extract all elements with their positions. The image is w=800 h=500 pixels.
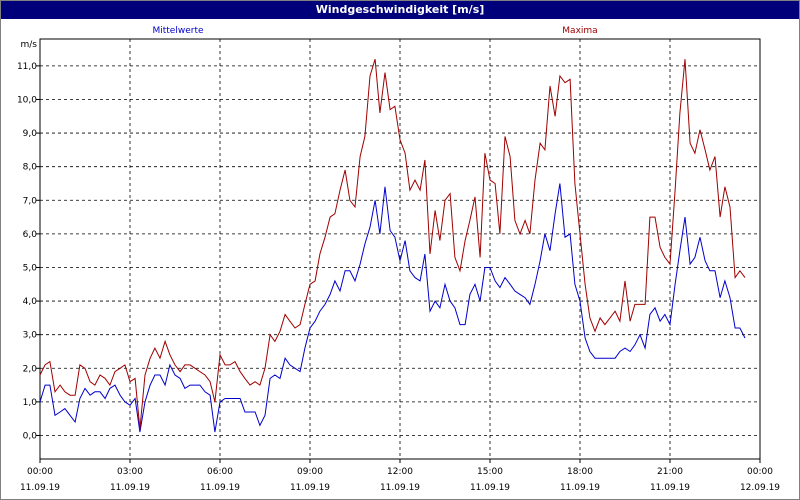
- x-tick-time: 18:00: [567, 467, 593, 477]
- y-tick-label: 6,0: [23, 230, 38, 240]
- y-tick-label: 1,0: [23, 398, 38, 408]
- x-tick-time: 12:00: [387, 467, 413, 477]
- grid-lines: [40, 39, 760, 459]
- x-tick-date: 11.09.19: [380, 483, 420, 493]
- x-tick-date: 11.09.19: [20, 483, 60, 493]
- legend-label-maxima: Maxima: [562, 26, 597, 36]
- y-tick-label: 11,0: [17, 62, 37, 72]
- y-tick-label: 2,0: [23, 364, 38, 374]
- x-tick-date: 11.09.19: [560, 483, 600, 493]
- x-tick-date: 11.09.19: [470, 483, 510, 493]
- y-axis-label: m/s: [21, 40, 38, 50]
- legend: Mittelwerte Maxima: [152, 26, 597, 36]
- x-tick-time: 03:00: [117, 467, 143, 477]
- y-tick-label: 0,0: [23, 431, 38, 441]
- series-line-maxima: [39, 59, 746, 429]
- x-tick-time: 06:00: [207, 467, 233, 477]
- y-tick-label: 9,0: [23, 129, 38, 139]
- x-tick-date: 11.09.19: [650, 483, 690, 493]
- series-line-mittelwerte: [39, 183, 746, 433]
- series-lines: [39, 59, 746, 433]
- x-tick-time: 00:00: [27, 467, 53, 477]
- x-tick-time: 00:00: [747, 467, 773, 477]
- y-tick-label: 10,0: [17, 95, 37, 105]
- y-tick-label: 4,0: [23, 297, 38, 307]
- window-title: Windgeschwindigkeit [m/s]: [1, 1, 799, 19]
- x-tick-date: 11.09.19: [290, 483, 330, 493]
- x-tick-time: 15:00: [477, 467, 503, 477]
- x-tick-time: 21:00: [657, 467, 683, 477]
- y-tick-label: 5,0: [23, 263, 38, 273]
- x-tick-date: 11.09.19: [110, 483, 150, 493]
- y-tick-label: 7,0: [23, 196, 38, 206]
- wind-speed-chart: 0,0 1,0 2,0 3,0 4,0 5,0 6,0 7,0 8,0 9,0 10,0 11,0 0…: [17, 26, 780, 493]
- x-tick-date: 12.09.19: [740, 483, 780, 493]
- x-tick-time: 09:00: [297, 467, 323, 477]
- x-axis: 00:00 11.09.19 03:00 11.09.19 06:00 11.09.19 0…: [20, 459, 780, 493]
- legend-label-mittelwerte: Mittelwerte: [152, 26, 203, 36]
- y-tick-label: 3,0: [23, 331, 38, 341]
- y-axis: 0,0 1,0 2,0 3,0 4,0 5,0 6,0 7,0 8,0 9,0 10,0 11,0: [17, 62, 40, 441]
- x-tick-date: 11.09.19: [200, 483, 240, 493]
- y-tick-label: 8,0: [23, 163, 38, 173]
